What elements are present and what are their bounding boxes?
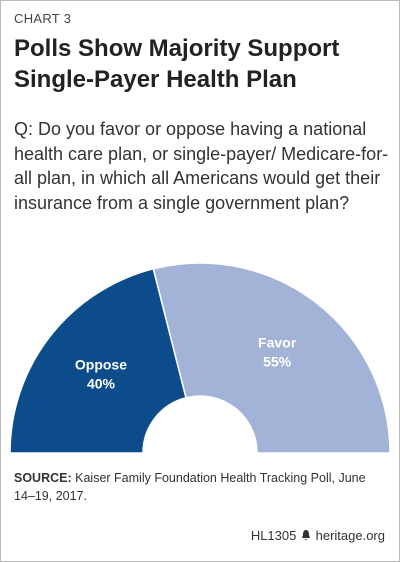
slice-label: Oppose bbox=[75, 357, 127, 373]
site: heritage.org bbox=[315, 528, 385, 543]
value-label: 55% bbox=[263, 354, 292, 370]
bell-icon bbox=[301, 530, 310, 541]
chart: Oppose 40% Favor 55% bbox=[9, 262, 391, 454]
source-label: SOURCE: bbox=[14, 471, 72, 485]
chart-label: CHART 3 bbox=[14, 11, 72, 26]
value-label: 40% bbox=[87, 376, 116, 392]
chart-id: HL1305 bbox=[250, 528, 297, 543]
slice-label: Favor bbox=[258, 335, 297, 351]
source: SOURCE: Kaiser Family Foundation Health … bbox=[14, 469, 384, 505]
slice bbox=[152, 262, 391, 454]
source-text: Kaiser Family Foundation Health Tracking… bbox=[14, 471, 366, 503]
slice bbox=[9, 267, 187, 454]
footer: HL1305 heritage.org bbox=[251, 528, 385, 543]
chart-title: Polls Show Majority Support Single-Payer… bbox=[14, 35, 340, 93]
question: Q: Do you favor or oppose having a natio… bbox=[14, 119, 389, 213]
